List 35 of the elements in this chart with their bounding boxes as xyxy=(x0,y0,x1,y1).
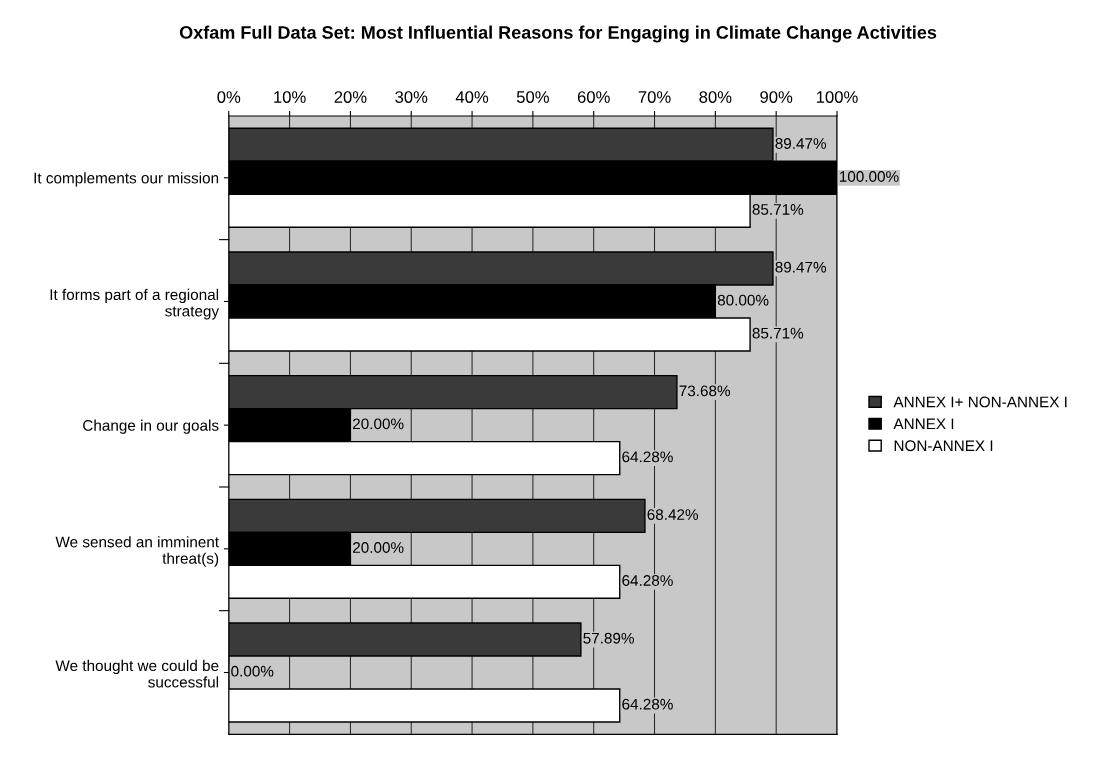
data-label: 68.42% xyxy=(647,509,699,520)
data-label: 64.28% xyxy=(622,451,673,463)
x-tick-label: 100% xyxy=(816,91,858,103)
x-tick-label: 10% xyxy=(274,91,306,103)
data-label: 20.00% xyxy=(353,542,404,553)
x-tick-label: 40% xyxy=(455,91,489,103)
legend-label: ANNEX I+ NON-ANNEX I xyxy=(893,396,1067,408)
legend-label: ANNEX I xyxy=(893,418,954,430)
data-label: 64.28% xyxy=(622,575,673,586)
y-tick-label: We thought we could be successful xyxy=(55,659,219,688)
data-label: 89.47% xyxy=(775,138,827,149)
data-label: 85.71% xyxy=(752,327,804,339)
data-label: 73.68% xyxy=(679,385,731,397)
data-label: 57.89% xyxy=(583,632,634,644)
data-label: 20.00% xyxy=(353,418,404,430)
x-tick-label: 50% xyxy=(516,91,549,103)
data-label: 85.71% xyxy=(752,204,804,215)
x-tick-label: 80% xyxy=(699,91,732,103)
data-label: 80.00% xyxy=(717,294,769,306)
y-tick-label: We sensed an imminent threat(s) xyxy=(55,536,219,567)
legend-label: NON-ANNEX I xyxy=(894,440,993,452)
data-label: 0.00% xyxy=(231,665,274,677)
data-label: 100.00% xyxy=(839,171,899,182)
y-tick-label: It forms part of a regional strategy xyxy=(50,288,220,320)
x-tick-label: 60% xyxy=(577,91,610,103)
x-tick-label: 0% xyxy=(217,91,241,103)
data-label: 89.47% xyxy=(775,261,827,273)
chart-title: Oxfam Full Data Set: Most Influential Reasons for Engaging in Climate Change Activities xyxy=(179,25,937,43)
x-tick-label: 30% xyxy=(395,91,428,103)
x-tick-label: 90% xyxy=(760,91,793,103)
y-tick-label: It complements our mission xyxy=(34,172,219,187)
y-tick-label: Change in our goals xyxy=(83,419,219,434)
data-label: 64.28% xyxy=(622,698,673,710)
x-tick-label: 20% xyxy=(334,91,367,103)
x-tick-label: 70% xyxy=(638,91,671,103)
